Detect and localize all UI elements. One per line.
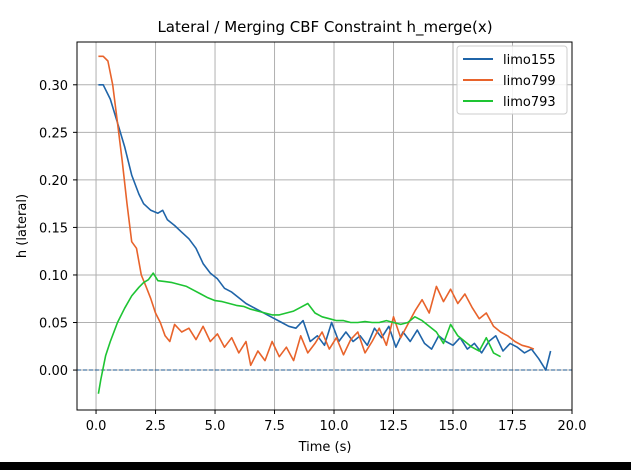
legend-label-limo155: limo155 [503, 53, 556, 68]
y-tick-label: 0.05 [39, 317, 68, 332]
y-tick-label: 0.00 [39, 364, 68, 379]
y-tick-label: 0.30 [39, 79, 68, 94]
x-tick-label: 12.5 [379, 419, 408, 434]
x-tick-label: 2.5 [145, 419, 166, 434]
y-axis-label: h (lateral) [15, 194, 30, 258]
legend: limo155 limo799 limo793 [456, 45, 568, 115]
y-tick-label: 0.25 [39, 126, 68, 141]
plot-frame [76, 41, 573, 411]
x-tick-label: 10.0 [320, 419, 349, 434]
series-lines [97, 55, 552, 394]
bottom-edge-bar [0, 462, 631, 470]
x-axis-label: Time (s) [298, 440, 352, 455]
x-tick-label: 0.0 [86, 419, 107, 434]
legend-label-limo793: limo793 [503, 95, 556, 110]
series-line-limo155 [98, 84, 552, 371]
x-tick-label: 7.5 [264, 419, 285, 434]
y-tick-label: 0.10 [39, 269, 68, 284]
y-tick-label: 0.15 [39, 221, 68, 236]
x-tick-label: 5.0 [205, 419, 226, 434]
legend-label-limo799: limo799 [503, 74, 556, 89]
x-tick-label: 20.0 [558, 419, 587, 434]
series-line-limo793 [97, 272, 501, 394]
legend-box [456, 45, 568, 115]
series-line-limo799 [98, 55, 535, 367]
chart-title: Lateral / Merging CBF Constraint h_merge… [157, 18, 492, 37]
y-tick-label: 0.20 [39, 174, 68, 189]
axis-ticks: 0.0 2.5 5.0 7.5 10.0 12.5 15.0 17.5 20.0 0.00 0.05… [39, 79, 586, 434]
x-tick-label: 15.0 [439, 419, 468, 434]
x-tick-label: 17.5 [498, 419, 527, 434]
